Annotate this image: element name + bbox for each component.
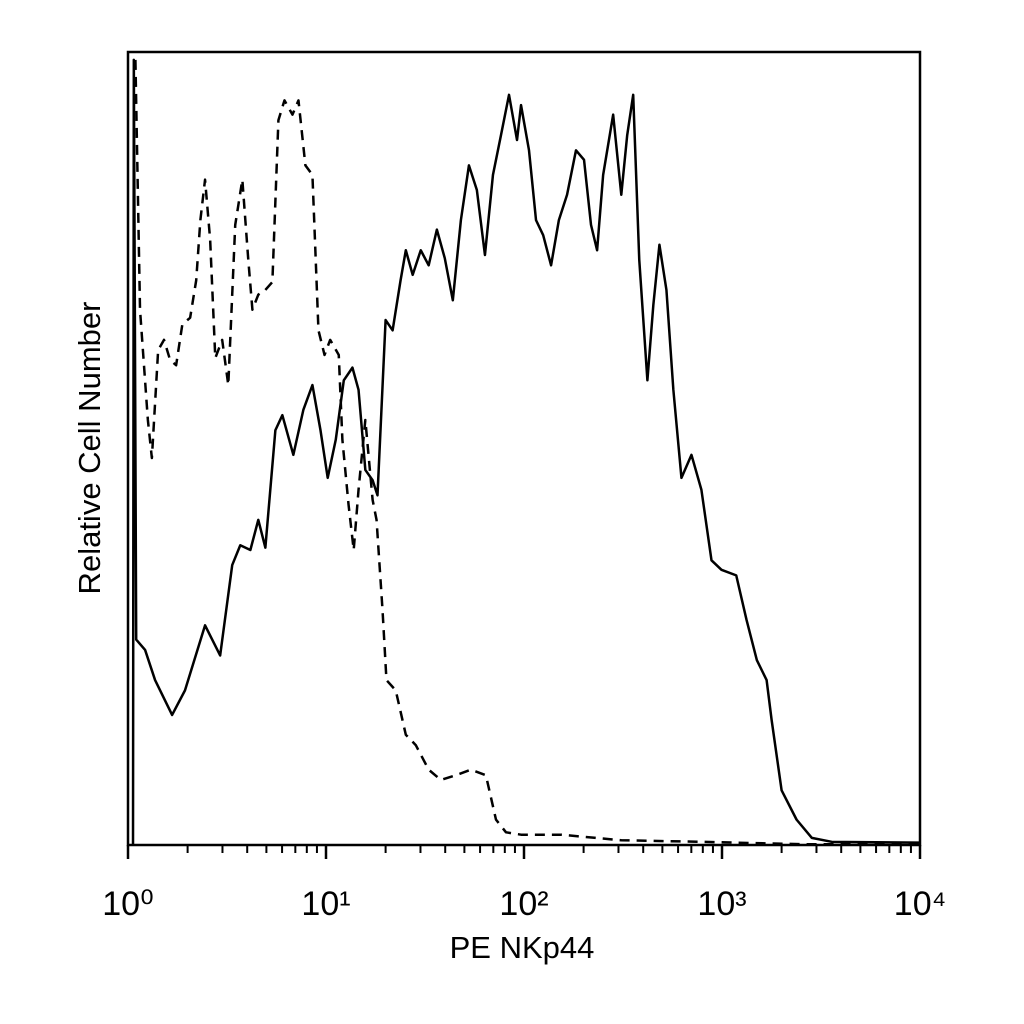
x-tick-label: 10⁴ [894,885,946,923]
histogram-line [134,59,920,846]
x-axis-label: PE NKp44 [450,930,595,965]
x-tick-label: 10¹ [301,885,350,923]
y-axis-label: Relative Cell Number [72,302,107,595]
x-tick-label: 10² [499,885,548,923]
plot-frame [126,50,922,847]
x-tick-label: 10⁰ [102,885,153,923]
histogram-line [131,58,921,846]
x-tick-label: 10³ [697,885,746,923]
